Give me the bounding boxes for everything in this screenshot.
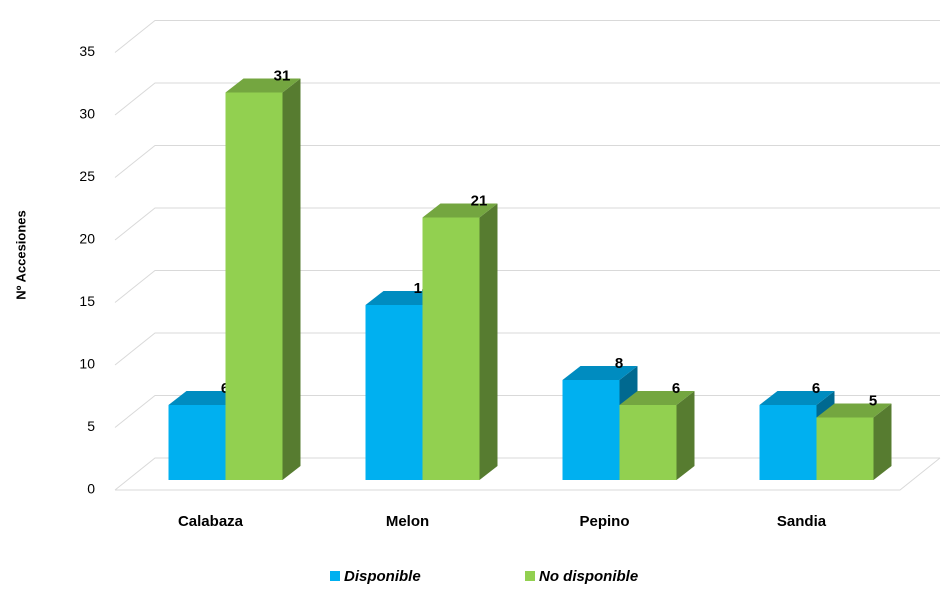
data-label: 31 — [274, 67, 291, 84]
x-tick-label: Sandia — [777, 513, 827, 530]
bar-front — [225, 92, 283, 480]
bar-top — [619, 391, 695, 405]
floor — [115, 457, 941, 491]
x-tick-label: Pepino — [579, 513, 629, 530]
grid-line — [114, 207, 940, 241]
grid-line — [114, 145, 940, 178]
data-label: 6 — [812, 380, 820, 397]
legend-swatch — [330, 571, 340, 581]
bar-front — [365, 305, 423, 480]
bar — [225, 78, 301, 480]
grid-line — [114, 82, 940, 116]
bar-front — [168, 405, 226, 480]
bar-top — [562, 366, 638, 380]
grid-line — [114, 270, 940, 303]
bar-front — [562, 380, 620, 480]
bar-top — [225, 78, 301, 93]
bar-side — [479, 203, 498, 480]
bar-top — [365, 291, 441, 305]
y-tick-label: 30 — [79, 106, 95, 122]
bar-side — [873, 403, 892, 480]
y-tick-label: 25 — [79, 168, 95, 184]
data-label: 6 — [221, 380, 229, 397]
legend-label: Disponible — [344, 568, 421, 585]
bar-front — [816, 417, 874, 480]
y-tick-label: 20 — [79, 231, 95, 247]
x-tick-label: Calabaza — [178, 513, 244, 530]
bar-front — [619, 405, 677, 480]
bar-top — [816, 403, 892, 418]
bar-top — [759, 391, 835, 405]
bar-front — [759, 405, 817, 480]
y-tick-label: 10 — [79, 356, 95, 372]
bar-side — [676, 391, 695, 480]
bar-top — [422, 203, 498, 218]
data-label: 21 — [471, 192, 488, 209]
data-label: 5 — [869, 392, 877, 409]
bar-top — [168, 391, 244, 405]
grid-line — [114, 332, 940, 366]
bar — [619, 391, 695, 480]
bar-front — [422, 217, 480, 480]
y-tick-label: 5 — [87, 418, 95, 434]
y-tick-label: 35 — [79, 43, 95, 59]
y-tick-label: 0 — [87, 481, 95, 497]
bar — [422, 203, 498, 480]
bar — [816, 403, 892, 480]
x-tick-label: Melon — [386, 513, 429, 530]
legend-label: No disponible — [539, 568, 638, 585]
legend-swatch — [525, 571, 535, 581]
data-label: 8 — [615, 355, 623, 372]
grid-line — [114, 20, 940, 53]
bar-side — [282, 78, 301, 480]
data-label: 6 — [672, 380, 680, 397]
y-axis-title: Nº Accesiones — [13, 210, 28, 300]
y-tick-label: 15 — [79, 293, 95, 309]
